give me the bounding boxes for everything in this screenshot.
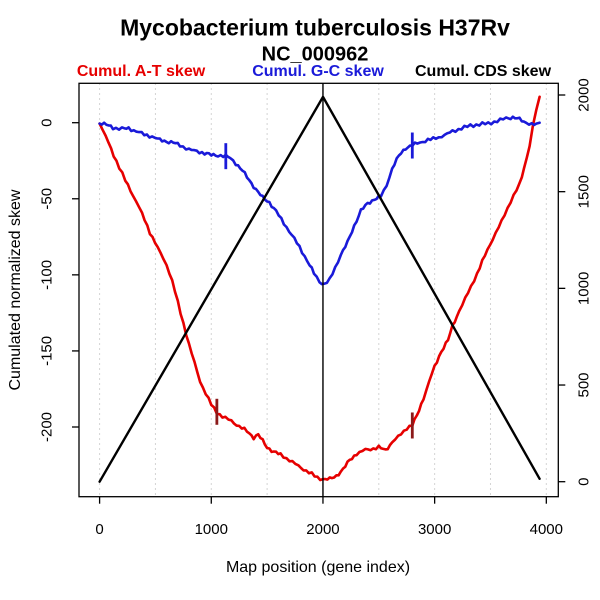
x-tick-label: 1000 xyxy=(195,521,228,538)
y-right-tick-label: 500 xyxy=(576,372,593,397)
series-cumul-cds-skew xyxy=(98,95,541,483)
series-cumul-g-c-skew xyxy=(98,115,541,286)
y-right-tick-label: 0 xyxy=(576,478,593,486)
chart-title: Mycobacterium tuberculosis H37Rv xyxy=(120,14,510,41)
x-tick-label: 0 xyxy=(95,521,103,538)
x-tick-label: 2000 xyxy=(306,521,339,538)
x-tick-label: 4000 xyxy=(530,521,563,538)
y-right-tick-label: 1500 xyxy=(576,175,593,208)
series-cumul-a-t-skew xyxy=(98,95,541,482)
y-right-tick-label: 2000 xyxy=(576,78,593,111)
x-tick-label: 3000 xyxy=(418,521,451,538)
y-left-tick-label: 0 xyxy=(39,119,56,127)
chart-subtitle: NC_000962 xyxy=(261,43,369,66)
y-left-tick-label: -100 xyxy=(39,260,56,290)
plot-border xyxy=(78,82,559,498)
legend-gc-skew: Cumul. G-C skew xyxy=(252,63,384,80)
legend-cds-skew: Cumul. CDS skew xyxy=(414,63,552,80)
y-left-tick-label: -200 xyxy=(39,412,56,442)
y-left-tick-label: -150 xyxy=(39,336,56,366)
legend-at-skew: Cumul. A-T skew xyxy=(76,63,206,80)
y-left-tick-label: -50 xyxy=(39,188,56,210)
y-right-tick-label: 1000 xyxy=(576,272,593,305)
x-axis-label: Map position (gene index) xyxy=(225,559,411,576)
